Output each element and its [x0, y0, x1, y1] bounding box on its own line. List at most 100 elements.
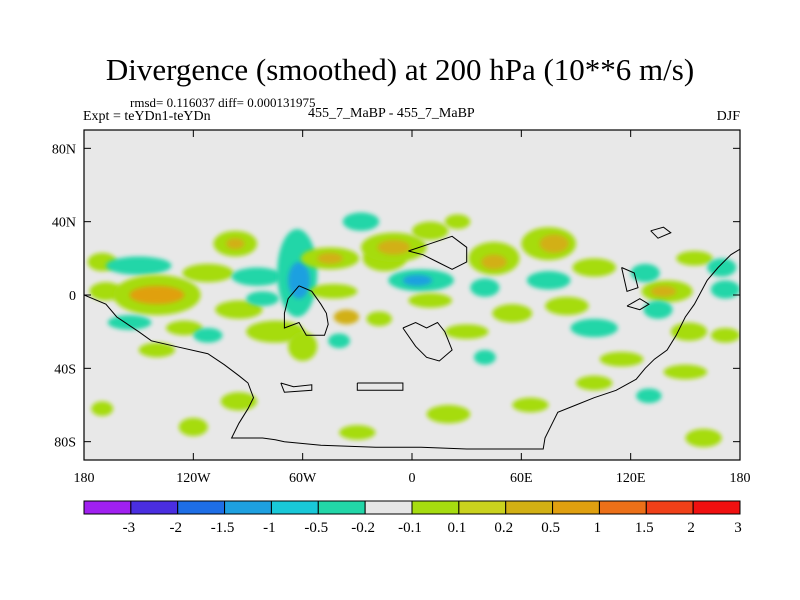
field-blob — [599, 351, 644, 367]
field-blob — [636, 388, 662, 404]
colorbar-swatch — [598, 500, 647, 515]
coastline — [402, 321, 453, 362]
x-tick-label: 180 — [730, 471, 751, 486]
colorbar-label: 0.1 — [447, 520, 466, 536]
field-blob — [246, 291, 279, 306]
x-tick-label: 60W — [289, 471, 317, 486]
colorbar-label: 3 — [734, 520, 742, 536]
colorbar: -3 -2 -1.5 -1 -0.5 -0.2 -0.1 0.1 0.2 0.5 1 1.5 2 3 — [83, 500, 742, 536]
divergence-field — [87, 212, 740, 448]
field-blob — [412, 221, 449, 240]
colorbar-swatch — [224, 500, 272, 515]
field-blob — [710, 280, 740, 299]
axis-ticks: 180 120W 60W 0 60E 120E 180 80N 40N 0 40S 80S — [52, 130, 751, 486]
field-blob — [166, 320, 203, 336]
coastline — [84, 248, 740, 450]
colorbar-swatch — [692, 500, 741, 515]
field-blob — [215, 300, 263, 319]
field-blob — [670, 322, 708, 341]
x-tick-label: 180 — [74, 471, 95, 486]
x-tick-label: 120W — [176, 471, 211, 486]
y-tick-label: 40S — [54, 362, 76, 377]
colorbar-label: 1.5 — [635, 520, 654, 536]
field-blob — [408, 293, 453, 308]
field-blob — [288, 331, 318, 362]
field-blob — [481, 254, 507, 270]
field-blob — [710, 328, 740, 343]
coastline — [408, 235, 468, 270]
stats-text: rmsd= 0.116037 diff= 0.000131975 — [130, 95, 316, 110]
colorbar-swatch — [83, 500, 132, 515]
coastline — [621, 267, 639, 292]
field-blob — [178, 417, 208, 437]
field-blob — [576, 375, 613, 391]
colorbar-label: -0.1 — [398, 520, 422, 536]
field-blob — [333, 309, 360, 325]
field-blob — [91, 401, 114, 416]
field-blob — [107, 315, 152, 330]
x-tick-label: 120E — [616, 471, 646, 486]
field-blob — [663, 364, 708, 380]
y-tick-label: 0 — [69, 289, 76, 304]
x-tick-label: 0 — [409, 471, 416, 486]
field-blob — [231, 267, 283, 286]
field-blob — [473, 350, 496, 365]
field-blob — [426, 405, 471, 424]
colorbar-label: -0.2 — [351, 520, 375, 536]
field-blob — [377, 240, 411, 255]
y-tick-label: 40N — [52, 216, 76, 231]
field-blob — [402, 274, 433, 286]
field-blob — [630, 263, 660, 283]
colorbar-swatch — [270, 500, 319, 515]
field-blob — [138, 342, 176, 358]
colorbar-label: -1.5 — [211, 520, 235, 536]
field-blob — [539, 234, 569, 253]
colorbar-label: -1 — [263, 520, 276, 536]
field-blob — [328, 333, 351, 349]
x-tick-label: 60E — [510, 471, 533, 486]
field-blob — [193, 328, 223, 343]
y-tick-label: 80N — [52, 142, 76, 157]
field-blob — [339, 425, 376, 440]
coastline — [280, 382, 313, 393]
season-label: DJF — [716, 109, 740, 124]
colorbar-swatch — [645, 500, 694, 515]
field-blob — [470, 278, 500, 297]
field-blob — [572, 258, 617, 277]
field-blob — [444, 324, 489, 339]
field-blob — [129, 285, 185, 305]
experiment-label: Expt = teYDn1-teYDn — [83, 109, 211, 124]
colorbar-swatch — [130, 500, 179, 515]
experiments-label: 455_7_MaBP - 455_7_MaBP — [308, 106, 475, 121]
field-blob — [342, 212, 380, 231]
field-blob — [643, 300, 673, 319]
coastline — [356, 382, 404, 391]
field-blob — [182, 263, 234, 283]
field-blob — [570, 318, 618, 338]
colorbar-label: -2 — [169, 520, 182, 536]
y-tick-label: 80S — [54, 436, 76, 451]
coastline — [650, 226, 672, 239]
field-blob — [226, 238, 245, 250]
field-blob — [309, 284, 358, 299]
field-blob — [317, 252, 343, 264]
field-blob — [366, 311, 392, 327]
colorbar-label: -0.5 — [304, 520, 328, 536]
field-blob — [444, 214, 471, 230]
coastline — [626, 298, 650, 311]
coastline — [283, 285, 329, 336]
colorbar-swatch — [505, 500, 554, 515]
colorbar-swatch — [411, 500, 460, 515]
field-blob — [685, 428, 722, 448]
chart-title: Divergence (smoothed) at 200 hPa (10**6 … — [105, 52, 695, 87]
colorbar-label: 0.2 — [494, 520, 513, 536]
colorbar-swatch — [317, 500, 366, 515]
continent-outlines — [84, 226, 740, 450]
colorbar-label: 1 — [594, 520, 602, 536]
colorbar-label: -3 — [123, 520, 136, 536]
field-blob — [492, 304, 533, 323]
field-blob — [545, 296, 589, 316]
field-blob — [526, 271, 571, 290]
field-blob — [288, 262, 310, 299]
